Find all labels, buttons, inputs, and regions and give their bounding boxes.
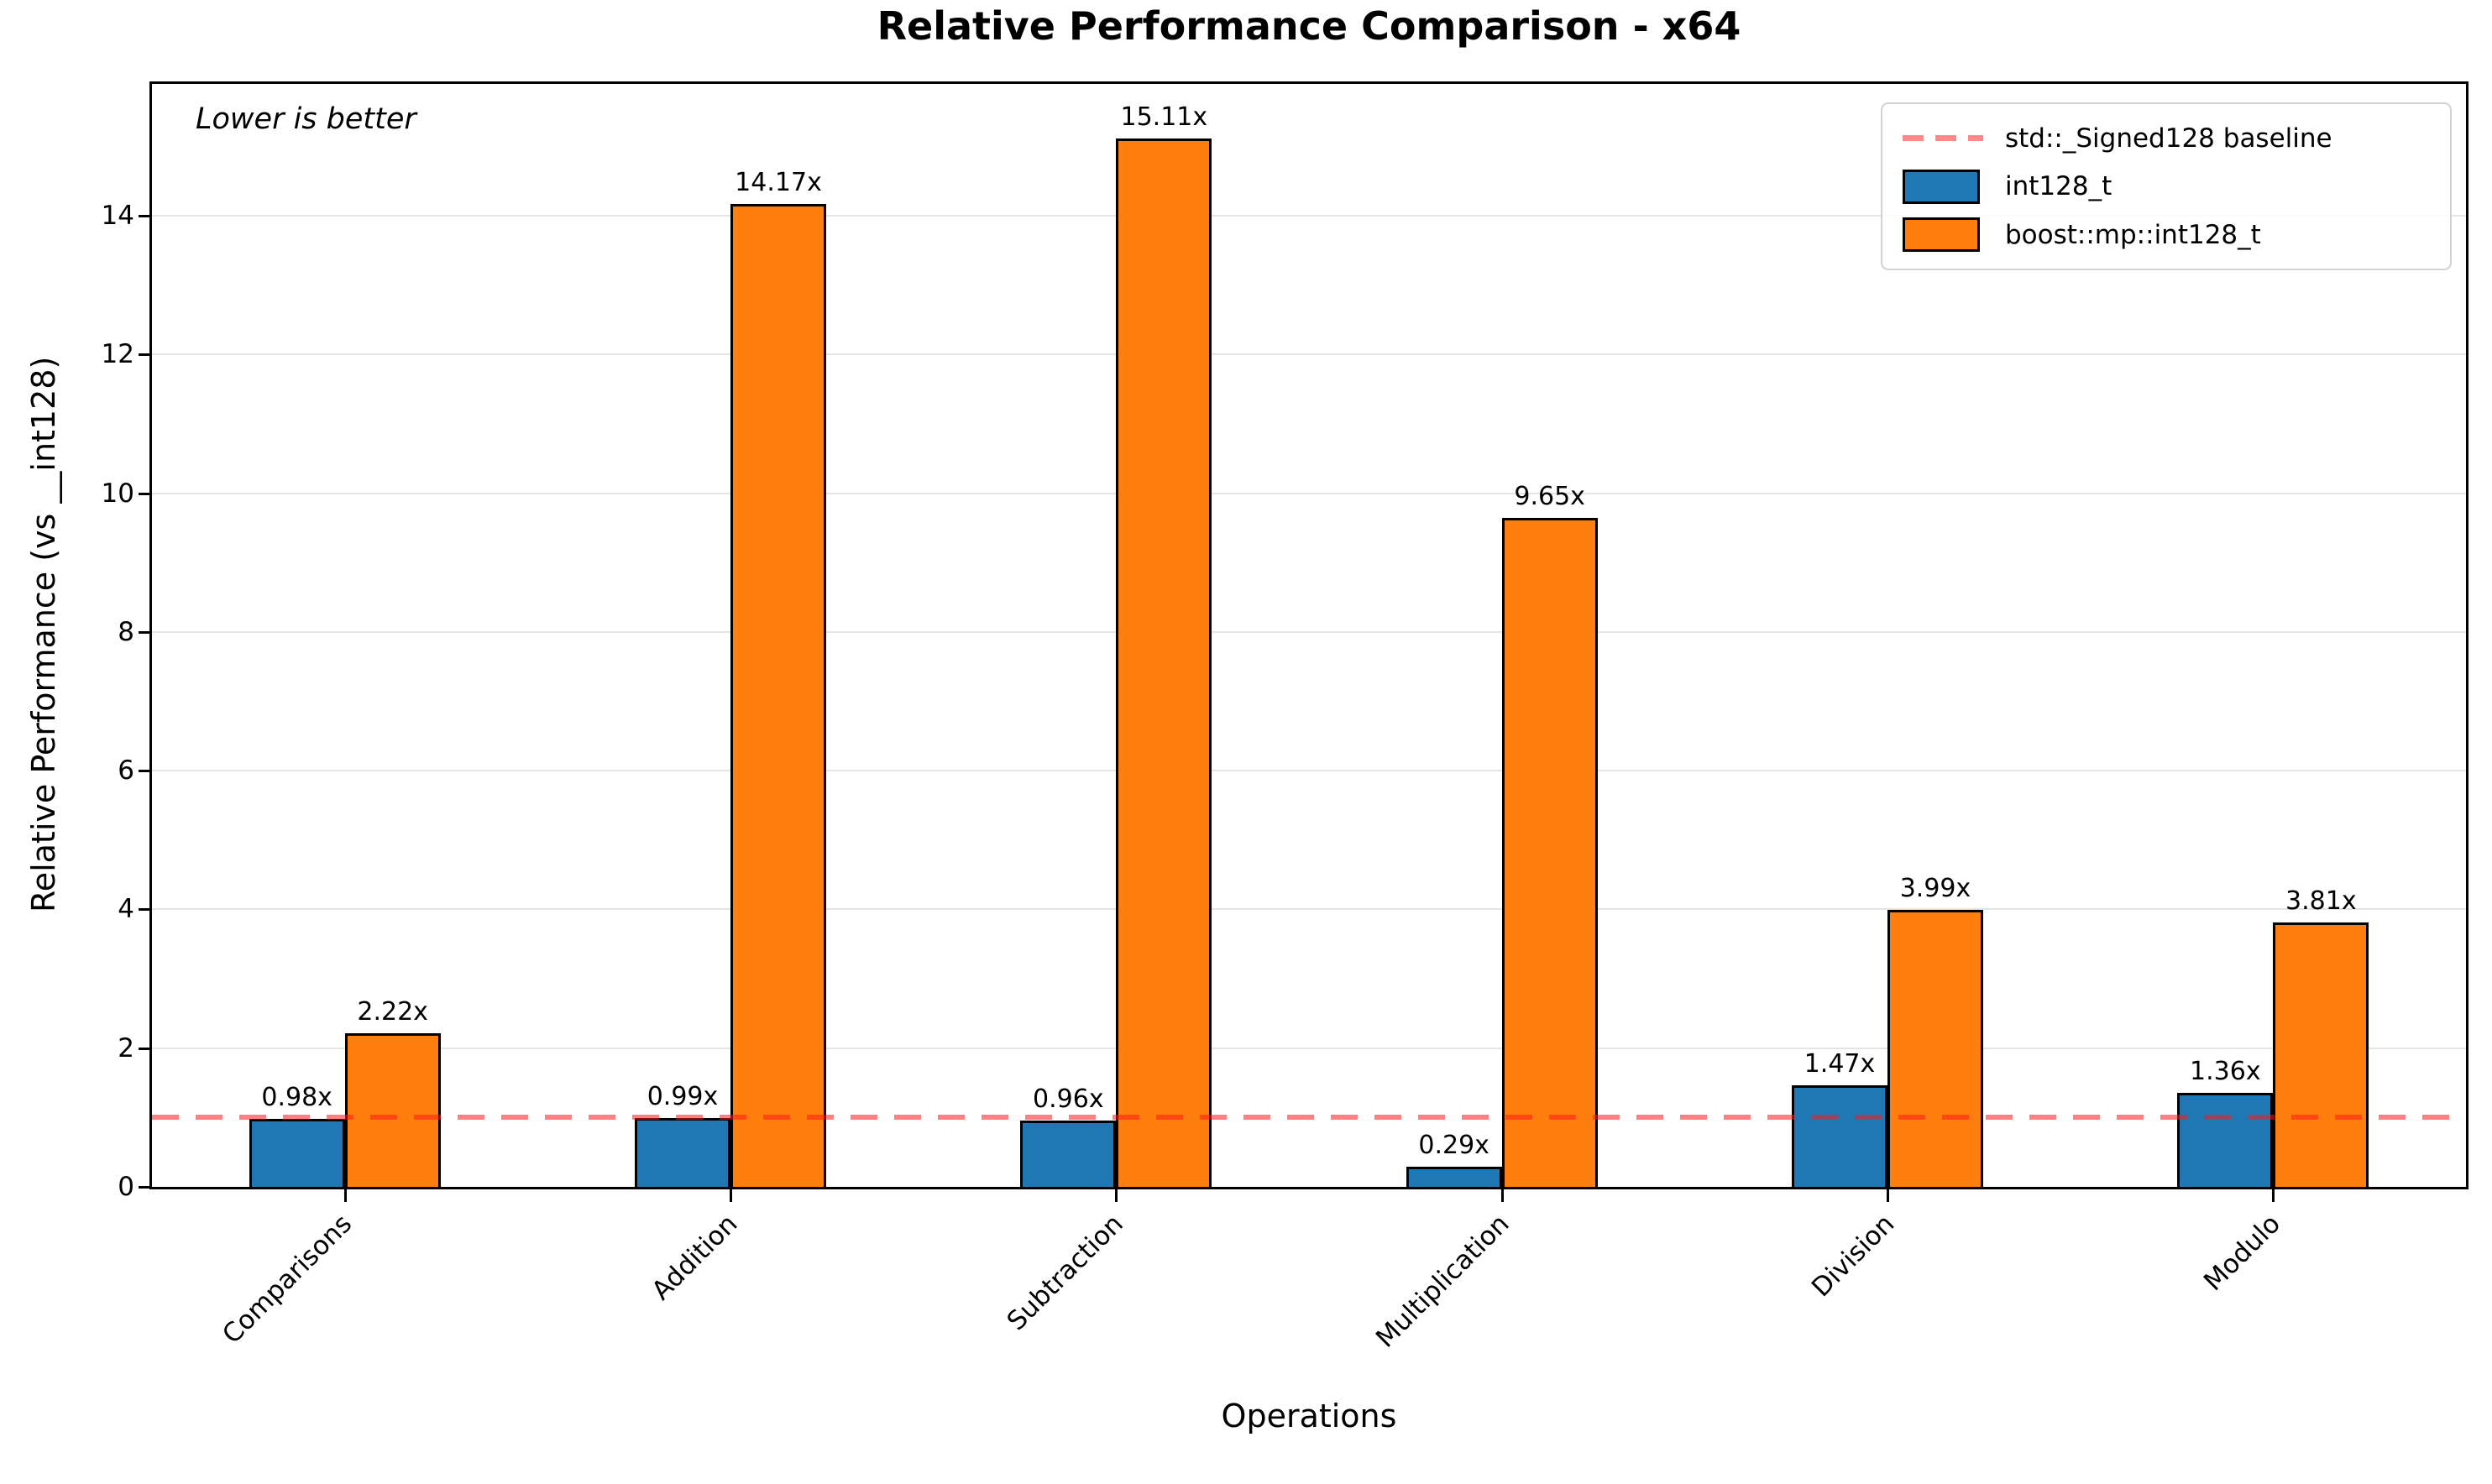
bar-value-label: 1.47x [1804, 1049, 1876, 1079]
y-tick-label: 6 [118, 755, 134, 786]
bar-int128_t-modulo [2177, 1093, 2274, 1187]
y-tick-mark [139, 908, 149, 912]
gridline [152, 1047, 2466, 1049]
x-tick-label-division: Division [1806, 1209, 1901, 1304]
y-tick-mark [139, 492, 149, 495]
bar-value-label: 14.17x [735, 168, 822, 197]
x-tick-mark [1115, 1189, 1118, 1202]
legend-item-baseline: std::_Signed128 baseline [1903, 115, 2430, 161]
bar-int128_t-subtraction [1020, 1121, 1117, 1187]
y-tick-label: 12 [101, 339, 134, 370]
y-tick-label: 2 [118, 1032, 134, 1063]
y-tick-mark [139, 215, 149, 218]
gridline [152, 908, 2466, 911]
baseline-dashed-line [152, 1115, 2466, 1121]
y-tick-mark [139, 1047, 149, 1050]
bar-value-label: 0.29x [1418, 1131, 1489, 1160]
x-tick-label-multiplication: Multiplication [1369, 1209, 1516, 1354]
x-tick-mark [343, 1189, 347, 1202]
legend-item-series-0: int128_t [1903, 164, 2430, 210]
chart-title: Relative Performance Comparison - x64 [877, 3, 1741, 49]
bar-boost::mp::int128_t-multiplication [1501, 518, 1598, 1187]
baseline-dash-icon [1903, 135, 1983, 141]
y-tick-label: 10 [101, 478, 134, 509]
lower-is-better-note: Lower is better [196, 102, 416, 136]
x-tick-mark [2272, 1189, 2275, 1202]
x-axis-title: Operations [1221, 1398, 1397, 1434]
y-tick-label: 14 [101, 201, 134, 232]
bar-boost::mp::int128_t-modulo [2273, 922, 2369, 1187]
x-tick-label-addition: Addition [646, 1209, 744, 1306]
y-tick-label: 8 [118, 616, 134, 647]
plot-area: 0.98x 2.22x 0.99x 14.17x 0.96x 15.11x 0.29x 9.6… [149, 81, 2468, 1189]
bar-boost::mp::int128_t-addition [730, 204, 826, 1187]
gridline [152, 770, 2466, 772]
x-tick-label-modulo: Modulo [2197, 1209, 2286, 1298]
legend-label-series-0: int128_t [2005, 171, 2112, 201]
x-tick-mark [1500, 1189, 1504, 1202]
x-tick-mark [1887, 1189, 1889, 1202]
bar-value-label: 3.81x [2285, 886, 2357, 916]
y-tick-mark [139, 353, 149, 357]
gridline [152, 630, 2466, 633]
bar-value-label: 0.98x [261, 1083, 332, 1112]
legend-item-series-1: boost::mp::int128_t [1903, 212, 2430, 258]
bar-boost::mp::int128_t-division [1887, 910, 1983, 1187]
series-1-swatch-icon [1903, 217, 1980, 252]
bar-int128_t-addition [635, 1118, 730, 1187]
y-tick-label: 4 [118, 894, 134, 925]
y-tick-label: 0 [118, 1172, 134, 1202]
gridline [152, 215, 2466, 217]
x-tick-mark [730, 1189, 732, 1202]
gridline [152, 353, 2466, 356]
bar-value-label: 15.11x [1120, 102, 1208, 132]
y-tick-mark [139, 770, 149, 773]
bar-value-label: 9.65x [1514, 482, 1585, 511]
bar-value-label: 0.99x [647, 1082, 719, 1111]
y-tick-mark [139, 630, 149, 634]
bar-value-label: 0.96x [1033, 1084, 1104, 1114]
legend-label-series-1: boost::mp::int128_t [2005, 219, 2261, 250]
bar-value-label: 3.99x [1899, 874, 1971, 903]
bar-value-label: 1.36x [2190, 1057, 2261, 1086]
x-tick-label-subtraction: Subtraction [1001, 1209, 1129, 1337]
bar-int128_t-comparisons [249, 1119, 345, 1187]
bar-int128_t-division [1792, 1085, 1887, 1187]
bar-int128_t-multiplication [1406, 1167, 1502, 1187]
bar-value-label: 2.22x [357, 997, 428, 1027]
bar-boost::mp::int128_t-subtraction [1116, 138, 1212, 1187]
y-tick-mark [139, 1186, 149, 1189]
legend: std::_Signed128 baseline int128_t boost:… [1881, 102, 2452, 270]
x-tick-label-comparisons: Comparisons [217, 1209, 359, 1351]
gridline [152, 492, 2466, 494]
bar-boost::mp::int128_t-comparisons [344, 1033, 441, 1187]
series-0-swatch-icon [1903, 169, 1980, 204]
legend-label-baseline: std::_Signed128 baseline [2005, 123, 2332, 154]
